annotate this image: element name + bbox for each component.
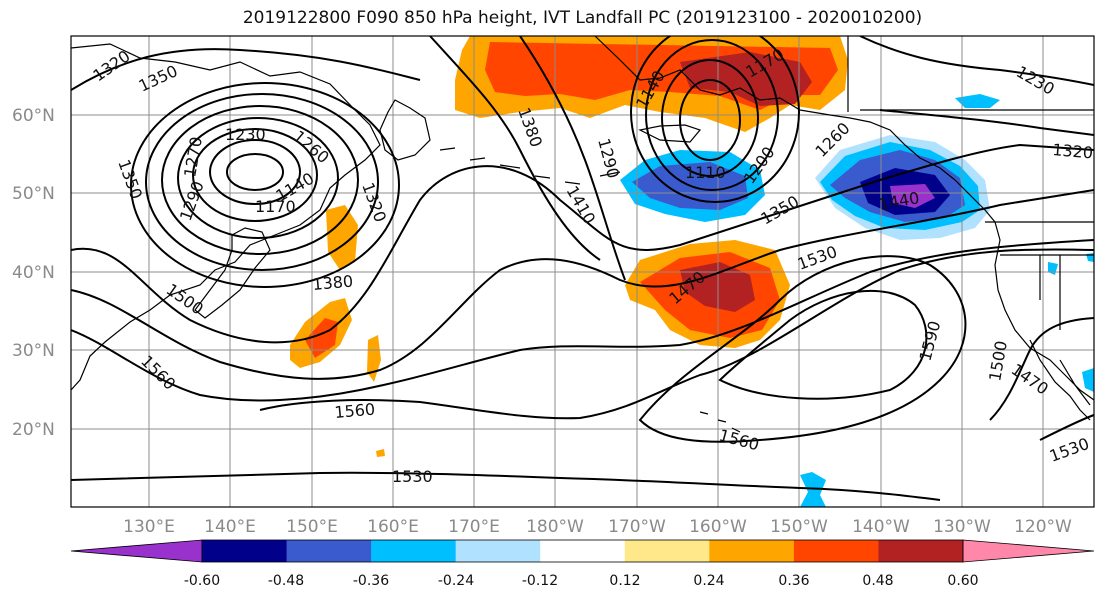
lon-label: 130°E [123,517,175,537]
colorbar-tick-label: 0.12 [609,573,640,589]
colorbar-tick-label: -0.24 [438,573,474,589]
height-contours [71,36,1094,501]
lat-label: 60°N [12,106,55,126]
lon-label: 180°W [526,517,584,537]
longitude-labels: 130°E 140°E 150°E 160°E 170°E 180°W 170°… [123,517,1072,537]
map-border [70,35,1095,508]
colorbar-tick-labels: -0.60 -0.48 -0.36 -0.24 -0.12 0.12 0.24 … [184,573,979,589]
colorbar-outline [201,539,964,563]
colorbar-segment [962,539,1095,563]
lon-label: 140°E [204,517,256,537]
colorbar-segment [624,540,710,562]
colorbar-segment [793,540,879,562]
coastlines [71,36,1094,433]
colorbar-tick-label: -0.60 [184,573,220,589]
lat-label: 20°N [12,420,55,440]
lat-label: 30°N [12,341,55,361]
contour-label: 1320 [1052,140,1094,162]
colorbar: -0.60 -0.48 -0.36 -0.24 -0.12 0.12 0.24 … [70,539,1095,589]
colorbar-tick-label: 0.36 [778,573,809,589]
colorbar-segment [286,540,372,562]
lon-label: 160°E [367,517,419,537]
colorbar-segment [371,540,457,562]
colorbar-segment [540,540,626,562]
colorbar-tick-label: 0.60 [947,573,978,589]
lon-label: 140°W [852,517,910,537]
colorbar-tick-label: 0.48 [862,573,893,589]
lat-label: 40°N [12,263,55,283]
lat-label: 50°N [12,184,55,204]
ivt-anomaly-fill [290,36,1094,507]
lon-label: 160°W [689,517,747,537]
colorbar-segments [70,539,1095,563]
colorbar-tick-label: 0.24 [693,573,724,589]
contour-label: 1380 [312,272,354,294]
colorbar-tick-label: -0.48 [268,573,304,589]
contour-label: 1560 [334,400,376,422]
contour-label: 1110 [685,163,726,182]
contour-label: 1530 [392,467,433,486]
colorbar-tick-label: -0.36 [353,573,389,589]
lon-label: 150°E [286,517,338,537]
colorbar-segment [878,540,964,562]
colorbar-segment [709,540,795,562]
colorbar-tick-label: -0.12 [522,573,558,589]
lon-label: 150°W [770,517,828,537]
graticule [71,36,1094,507]
map-title: 2019122800 F090 850 hPa height, IVT Land… [242,8,923,28]
lon-label: 120°W [1014,517,1072,537]
colorbar-segment [202,540,288,562]
colorbar-segment [70,539,203,563]
latitude-labels: 60°N 50°N 40°N 30°N 20°N [12,106,55,440]
contour-label: 1170 [255,197,296,216]
contour-label: 1230 [225,125,266,144]
lon-label: 130°W [933,517,991,537]
colorbar-segment [455,540,541,562]
lon-label: 170°E [448,517,500,537]
lon-label: 170°W [608,517,666,537]
